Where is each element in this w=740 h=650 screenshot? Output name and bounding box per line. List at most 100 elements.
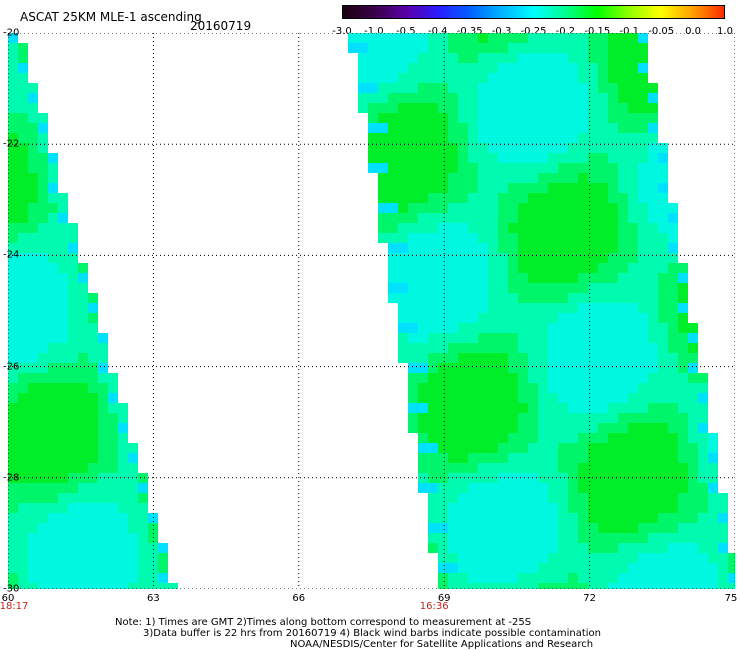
swath-cell	[528, 423, 538, 433]
swath-cell	[658, 573, 668, 583]
swath-cell	[618, 543, 628, 553]
swath-cell	[118, 433, 128, 443]
swath-cell	[698, 453, 708, 463]
swath-cell	[668, 503, 678, 513]
swath-cell	[438, 323, 448, 333]
swath-cell	[648, 513, 658, 523]
swath-cell	[548, 213, 558, 223]
swath-cell	[648, 193, 658, 203]
swath-cell	[98, 373, 108, 383]
swath-cell	[58, 263, 68, 273]
swath-cell	[678, 513, 688, 523]
swath-cell	[518, 73, 528, 83]
swath-cell	[578, 73, 588, 83]
swath-cell	[678, 563, 688, 573]
swath-cell	[468, 43, 478, 53]
swath-cell	[428, 453, 438, 463]
swath-cell	[608, 183, 618, 193]
swath-cell	[418, 233, 428, 243]
swath-cell	[418, 303, 428, 313]
swath-cell	[668, 433, 678, 443]
swath-cell	[508, 483, 518, 493]
swath-cell	[638, 433, 648, 443]
swath-cell	[548, 463, 558, 473]
swath-cell	[698, 463, 708, 473]
swath-cell	[378, 43, 388, 53]
swath-cell	[508, 223, 518, 233]
swath-cell	[588, 313, 598, 323]
swath-cell	[538, 63, 548, 73]
longitude-label: 66	[292, 593, 306, 604]
swath-cell	[538, 313, 548, 323]
swath-cell	[638, 533, 648, 543]
swath-cell	[518, 103, 528, 113]
swath-cell	[18, 573, 28, 583]
swath-cell	[448, 303, 458, 313]
swath-cell	[378, 183, 388, 193]
swath-cell	[628, 273, 638, 283]
swath-cell	[518, 303, 528, 313]
swath-cell	[408, 223, 418, 233]
swath-cell	[518, 83, 528, 93]
swath-cell	[8, 223, 18, 233]
swath-cell	[488, 483, 498, 493]
swath-cell	[468, 133, 478, 143]
swath-cell	[18, 333, 28, 343]
swath-cell	[608, 73, 618, 83]
swath-cell	[648, 213, 658, 223]
swath-cell	[18, 183, 28, 193]
swath-cell	[578, 383, 588, 393]
swath-cell	[498, 213, 508, 223]
swath-cell	[598, 513, 608, 523]
swath-cell	[398, 223, 408, 233]
swath-cell	[8, 233, 18, 243]
swath-cell	[408, 133, 418, 143]
swath-cell	[48, 553, 58, 563]
longitude-label: 60	[1, 593, 15, 604]
swath-cell	[618, 143, 628, 153]
swath-cell	[598, 373, 608, 383]
swath-cell	[48, 153, 58, 163]
swath-cell	[98, 463, 108, 473]
swath-cell	[448, 343, 458, 353]
swath-cell	[538, 183, 548, 193]
swath-cell	[608, 293, 618, 303]
swath-cell	[488, 93, 498, 103]
swath-cell	[598, 303, 608, 313]
swath-cell	[408, 173, 418, 183]
swath-cell	[418, 33, 428, 43]
swath-cell	[498, 553, 508, 563]
swath-cell	[118, 473, 128, 483]
swath-cell	[548, 563, 558, 573]
swath-cell	[608, 163, 618, 173]
swath-cell	[518, 393, 528, 403]
swath-cell	[468, 563, 478, 573]
swath-cell	[588, 163, 598, 173]
swath-cell	[528, 443, 538, 453]
swath-cell	[468, 263, 478, 273]
swath-cell	[508, 63, 518, 73]
swath-cell	[8, 573, 18, 583]
swath-cell	[448, 583, 458, 589]
swath-cell	[488, 233, 498, 243]
swath-cell	[628, 413, 638, 423]
swath-cell	[558, 123, 568, 133]
swath-cell	[578, 363, 588, 373]
swath-cell	[588, 333, 598, 343]
swath-cell	[438, 373, 448, 383]
swath-cell	[628, 33, 638, 43]
swath-cell	[398, 53, 408, 63]
swath-cell	[598, 103, 608, 113]
swath-cell	[408, 63, 418, 73]
swath-cell	[538, 173, 548, 183]
swath-cell	[528, 433, 538, 443]
swath-cell	[568, 323, 578, 333]
swath-cell	[718, 523, 728, 533]
swath-cell	[528, 463, 538, 473]
swath-cell	[518, 353, 528, 363]
swath-cell	[528, 123, 538, 133]
swath-cell	[488, 333, 498, 343]
swath-cell	[618, 313, 628, 323]
swath-cell	[688, 333, 698, 343]
swath-cell	[68, 233, 78, 243]
